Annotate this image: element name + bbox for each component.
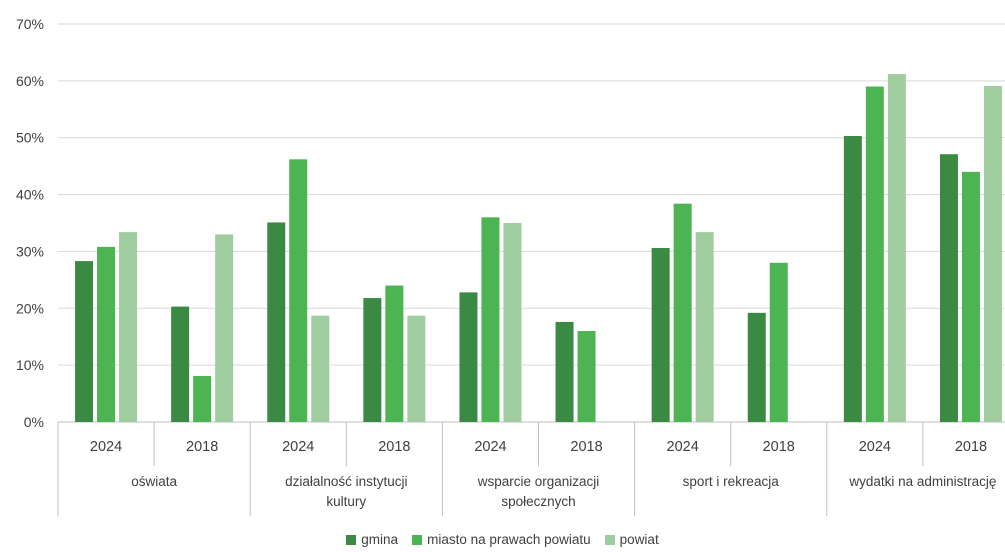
x-tick-label-category: działalność instytucji xyxy=(285,474,407,489)
x-tick-label-category: wsparcie organizacji xyxy=(477,474,600,489)
bar xyxy=(119,232,138,422)
legend-swatch-powiat xyxy=(604,534,615,545)
bar xyxy=(555,321,574,422)
x-tick-label-category: wydatki na administrację xyxy=(848,474,996,489)
bar xyxy=(267,222,286,422)
bar xyxy=(843,136,862,422)
bar xyxy=(385,285,404,422)
bar xyxy=(363,298,382,422)
bar xyxy=(481,217,500,422)
bar xyxy=(673,203,692,422)
y-tick-label: 10% xyxy=(16,357,44,373)
bar xyxy=(939,154,958,422)
x-tick-label-year: 2024 xyxy=(282,439,314,455)
bar xyxy=(193,375,212,422)
bar xyxy=(983,85,1002,422)
legend: gmina miasto na prawach powiatu powiat xyxy=(0,532,1005,547)
y-tick-label: 40% xyxy=(16,187,44,203)
y-tick-label: 50% xyxy=(16,130,44,146)
bar xyxy=(651,248,670,422)
bar xyxy=(503,223,522,422)
bar xyxy=(289,159,308,422)
bar xyxy=(407,315,426,422)
x-tick-label-year: 2018 xyxy=(378,439,410,455)
x-tick-label-category: oświata xyxy=(131,474,177,489)
bar xyxy=(769,262,788,422)
bar xyxy=(75,261,94,422)
legend-item-miasto: miasto na prawach powiatu xyxy=(412,532,591,547)
x-tick-label-year: 2018 xyxy=(763,439,795,455)
bar xyxy=(215,234,234,422)
bar xyxy=(459,292,478,422)
bar xyxy=(695,232,714,422)
y-tick-label: 70% xyxy=(16,16,44,32)
bar xyxy=(747,312,766,422)
y-tick-label: 30% xyxy=(16,243,44,259)
bar xyxy=(887,74,906,422)
legend-swatch-miasto xyxy=(412,534,423,545)
x-tick-label-year: 2024 xyxy=(859,439,891,455)
bar xyxy=(97,246,116,422)
bar xyxy=(577,331,596,422)
x-tick-label-year: 2024 xyxy=(474,439,506,455)
legend-item-powiat: powiat xyxy=(604,532,659,547)
bar xyxy=(171,306,190,422)
y-tick-label: 20% xyxy=(16,300,44,316)
x-tick-label-year: 2018 xyxy=(570,439,602,455)
legend-label-powiat: powiat xyxy=(619,532,659,547)
x-tick-label-year: 2024 xyxy=(90,439,122,455)
y-tick-label: 0% xyxy=(24,414,44,430)
x-tick-label-category: sport i rekreacja xyxy=(683,474,780,489)
x-tick-label-category: kultury xyxy=(326,494,366,509)
legend-label-miasto: miasto na prawach powiatu xyxy=(427,532,591,547)
x-tick-label-year: 2018 xyxy=(186,439,218,455)
legend-item-gmina: gmina xyxy=(346,532,398,547)
x-tick-label-year: 2018 xyxy=(955,439,987,455)
bar xyxy=(865,86,884,423)
x-tick-label-year: 2024 xyxy=(667,439,699,455)
bar xyxy=(311,315,330,422)
x-tick-label-category: społecznych xyxy=(501,494,575,509)
legend-label-gmina: gmina xyxy=(361,532,399,547)
legend-swatch-gmina xyxy=(346,534,357,545)
bar xyxy=(961,171,980,422)
y-tick-label: 60% xyxy=(16,73,44,89)
